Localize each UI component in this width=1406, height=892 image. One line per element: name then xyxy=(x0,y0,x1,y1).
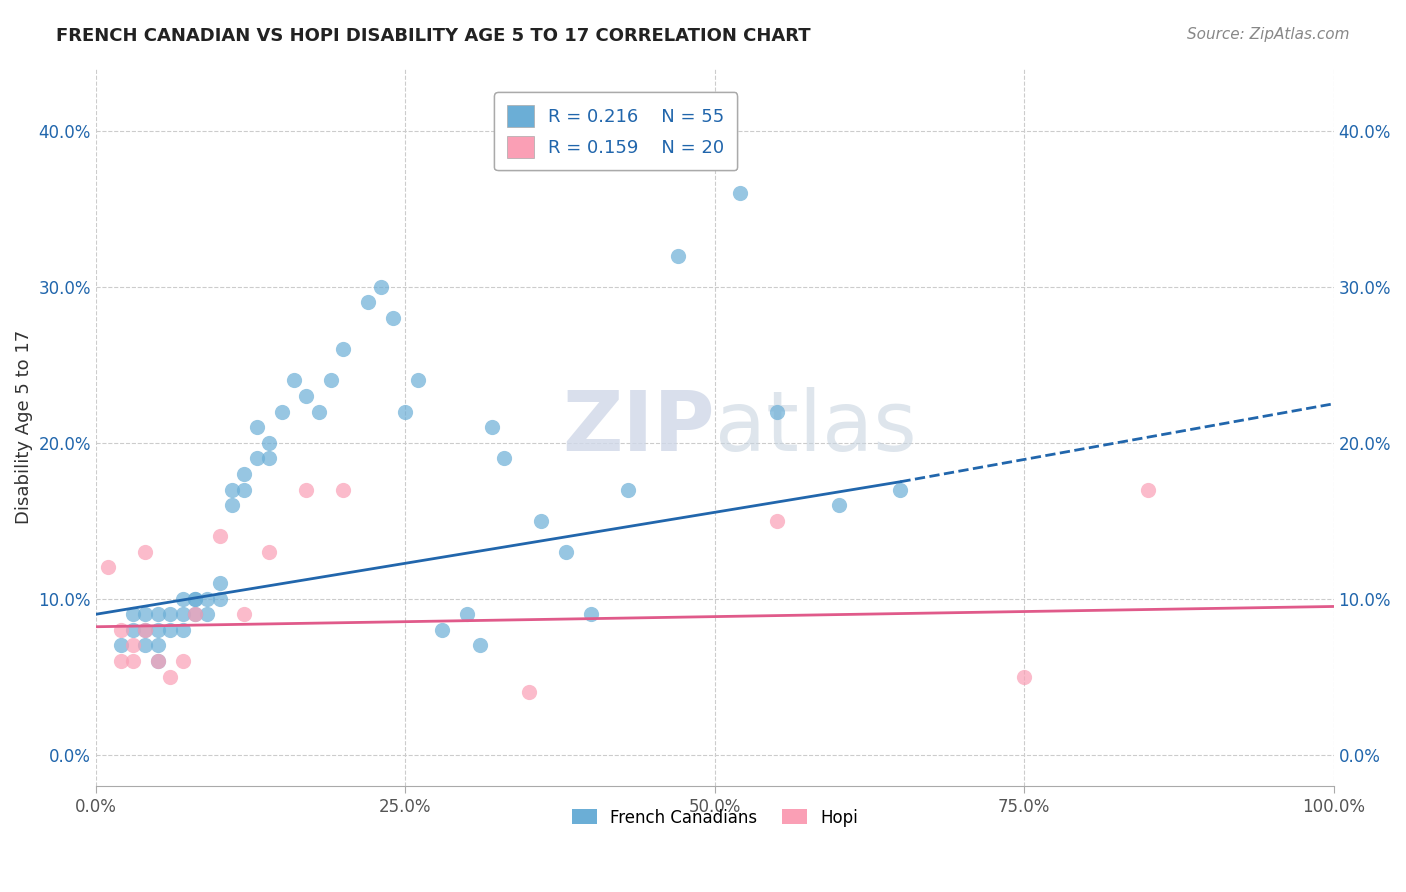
Point xyxy=(146,607,169,622)
Point xyxy=(110,623,132,637)
Point xyxy=(765,514,787,528)
Point xyxy=(1136,483,1159,497)
Point xyxy=(308,404,330,418)
Point xyxy=(257,435,280,450)
Point xyxy=(494,451,516,466)
Point xyxy=(146,623,169,637)
Point xyxy=(122,607,145,622)
Point xyxy=(468,639,491,653)
Point xyxy=(195,591,218,606)
Point xyxy=(184,607,207,622)
Point xyxy=(432,623,454,637)
Point xyxy=(530,514,553,528)
Point xyxy=(208,591,231,606)
Point xyxy=(381,311,404,326)
Point xyxy=(134,623,156,637)
Y-axis label: Disability Age 5 to 17: Disability Age 5 to 17 xyxy=(15,330,32,524)
Legend: R = 0.216    N = 55, R = 0.159    N = 20: R = 0.216 N = 55, R = 0.159 N = 20 xyxy=(495,92,737,170)
Point xyxy=(146,654,169,668)
Point xyxy=(110,639,132,653)
Point xyxy=(122,654,145,668)
Point xyxy=(134,623,156,637)
Point xyxy=(270,404,292,418)
Point xyxy=(172,591,194,606)
Point xyxy=(122,623,145,637)
Point xyxy=(332,342,354,356)
Point xyxy=(295,483,318,497)
Point xyxy=(889,483,911,497)
Point xyxy=(406,373,429,387)
Point xyxy=(765,404,787,418)
Point xyxy=(146,639,169,653)
Point xyxy=(134,607,156,622)
Point xyxy=(233,483,256,497)
Point xyxy=(233,467,256,481)
Point xyxy=(1012,670,1035,684)
Text: atlas: atlas xyxy=(714,386,917,467)
Point xyxy=(246,451,269,466)
Point xyxy=(122,639,145,653)
Point xyxy=(146,654,169,668)
Point xyxy=(319,373,342,387)
Point xyxy=(617,483,640,497)
Point xyxy=(159,623,181,637)
Point xyxy=(370,280,392,294)
Point xyxy=(357,295,380,310)
Point xyxy=(110,654,132,668)
Point xyxy=(184,591,207,606)
Legend: French Canadians, Hopi: French Canadians, Hopi xyxy=(564,800,866,835)
Point xyxy=(172,623,194,637)
Point xyxy=(456,607,478,622)
Text: ZIP: ZIP xyxy=(562,386,714,467)
Point xyxy=(666,249,689,263)
Point xyxy=(208,529,231,543)
Point xyxy=(283,373,305,387)
Point xyxy=(728,186,751,201)
Point xyxy=(159,607,181,622)
Point xyxy=(159,670,181,684)
Point xyxy=(184,607,207,622)
Point xyxy=(257,451,280,466)
Point xyxy=(134,639,156,653)
Point xyxy=(555,545,578,559)
Point xyxy=(221,498,243,512)
Point xyxy=(172,654,194,668)
Point xyxy=(332,483,354,497)
Point xyxy=(295,389,318,403)
Text: Source: ZipAtlas.com: Source: ZipAtlas.com xyxy=(1187,27,1350,42)
Point xyxy=(221,483,243,497)
Text: FRENCH CANADIAN VS HOPI DISABILITY AGE 5 TO 17 CORRELATION CHART: FRENCH CANADIAN VS HOPI DISABILITY AGE 5… xyxy=(56,27,811,45)
Point xyxy=(257,545,280,559)
Point xyxy=(184,591,207,606)
Point xyxy=(208,576,231,591)
Point xyxy=(246,420,269,434)
Point xyxy=(134,545,156,559)
Point xyxy=(233,607,256,622)
Point xyxy=(172,607,194,622)
Point xyxy=(394,404,416,418)
Point xyxy=(97,560,120,574)
Point xyxy=(827,498,849,512)
Point xyxy=(579,607,602,622)
Point xyxy=(517,685,540,699)
Point xyxy=(195,607,218,622)
Point xyxy=(481,420,503,434)
